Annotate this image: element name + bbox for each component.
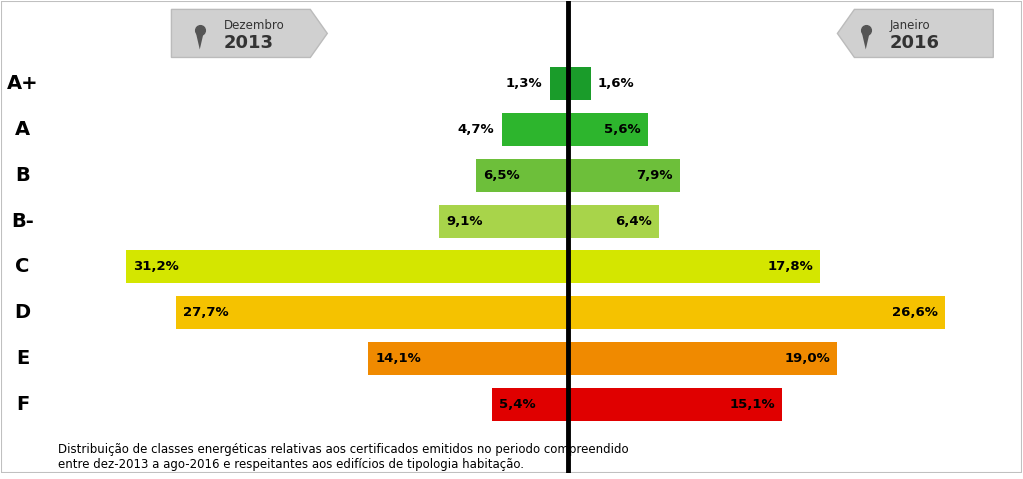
Text: 9,1%: 9,1% — [446, 215, 483, 228]
Polygon shape — [172, 10, 327, 57]
Bar — [439, 205, 568, 238]
Text: 17,8%: 17,8% — [767, 261, 813, 274]
Text: 6,5%: 6,5% — [483, 169, 520, 182]
Text: 15,1%: 15,1% — [729, 398, 775, 411]
Text: 31,2%: 31,2% — [133, 261, 179, 274]
Text: 26,6%: 26,6% — [892, 306, 938, 319]
Text: 5,4%: 5,4% — [499, 398, 535, 411]
Text: C: C — [15, 257, 30, 276]
Bar — [568, 296, 945, 329]
Bar — [568, 388, 783, 421]
Text: A+: A+ — [7, 74, 39, 93]
Bar — [501, 113, 568, 146]
Text: F: F — [16, 395, 30, 414]
Text: Dezembro: Dezembro — [224, 19, 284, 32]
Bar — [568, 159, 680, 192]
Bar — [568, 205, 659, 238]
Text: Janeiro: Janeiro — [890, 19, 931, 32]
Text: E: E — [16, 349, 30, 368]
Bar — [476, 159, 568, 192]
Bar — [126, 251, 568, 284]
Text: 4,7%: 4,7% — [458, 123, 494, 136]
Bar — [568, 68, 591, 100]
Text: 6,4%: 6,4% — [615, 215, 652, 228]
Text: 5,6%: 5,6% — [604, 123, 640, 136]
Bar — [368, 342, 568, 375]
Text: 14,1%: 14,1% — [375, 352, 421, 365]
Text: 27,7%: 27,7% — [183, 306, 228, 319]
Bar — [176, 296, 568, 329]
Text: 7,9%: 7,9% — [636, 169, 673, 182]
Text: 2016: 2016 — [890, 34, 940, 52]
Text: D: D — [14, 303, 31, 322]
Text: A: A — [15, 120, 31, 139]
Text: 1,3%: 1,3% — [506, 77, 542, 90]
Polygon shape — [195, 31, 204, 49]
Polygon shape — [838, 10, 993, 57]
Bar — [549, 68, 568, 100]
Polygon shape — [861, 31, 870, 49]
Text: 19,0%: 19,0% — [785, 352, 831, 365]
Text: Distribuição de classes energéticas relativas aos certificados emitidos no perio: Distribuição de classes energéticas rela… — [58, 443, 629, 471]
Text: 2013: 2013 — [224, 34, 274, 52]
Bar — [568, 251, 820, 284]
Bar — [492, 388, 568, 421]
Text: 1,6%: 1,6% — [597, 77, 634, 90]
Bar — [568, 113, 648, 146]
Text: B-: B- — [11, 212, 34, 230]
Bar — [568, 342, 838, 375]
Text: B: B — [15, 166, 30, 185]
